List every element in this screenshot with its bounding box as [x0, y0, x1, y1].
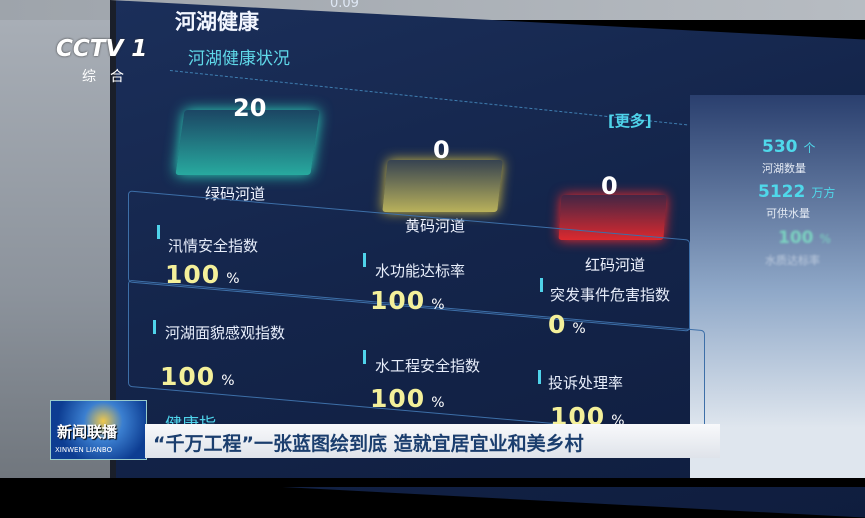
metric-value: 100%: [165, 260, 241, 289]
metric-label: 水功能达标率: [375, 262, 466, 280]
metric-marker: [540, 278, 543, 292]
metric-label: 水工程安全指数: [375, 357, 481, 375]
metric-value: 100%: [370, 384, 446, 413]
top-partial-text: 0.09: [330, 0, 359, 11]
headline-text: “千万工程”一张蓝图绘到底 造就宜居宜业和美乡村: [153, 433, 584, 455]
metric-label: 投诉处理率: [548, 374, 624, 392]
side-stat-label: 水质达标率: [765, 254, 820, 267]
metric-marker: [363, 253, 366, 267]
metric-value: 100%: [370, 286, 446, 315]
metric-marker: [153, 320, 156, 334]
program-logo-pinyin: XINWEN LIANBO: [55, 446, 113, 454]
headline-banner: “千万工程”一张蓝图绘到底 造就宜居宜业和美乡村: [145, 424, 720, 458]
yellow-code-icon: [382, 160, 503, 212]
page-title: 河湖健康: [175, 10, 259, 34]
red-code-label: 红码河道: [585, 256, 646, 274]
program-logo: 新闻联播 XINWEN LIANBO: [50, 400, 147, 460]
metric-marker: [363, 350, 366, 364]
metric-value: 0%: [548, 310, 587, 339]
more-link[interactable]: [更多]: [608, 112, 652, 130]
green-code-count: 20: [233, 94, 267, 122]
section-title: 河湖健康状况: [188, 49, 290, 69]
yellow-code-label: 黄码河道: [405, 217, 466, 235]
program-logo-text: 新闻联播: [57, 423, 118, 441]
letterbox-edge: [0, 478, 865, 487]
metric-value: 100%: [160, 362, 236, 391]
yellow-code-count: 0: [433, 136, 450, 164]
side-stat-value: 530 个: [762, 137, 816, 157]
side-stat-value: 5122 万方: [758, 182, 836, 202]
metric-marker: [538, 370, 541, 384]
green-code-label: 绿码河道: [205, 185, 266, 203]
metric-marker: [157, 225, 160, 239]
metric-label: 突发事件危害指数: [550, 286, 671, 304]
metric-label: 汛情安全指数: [168, 237, 259, 255]
channel-logo: CCTV 1: [56, 36, 148, 62]
side-stat-value: 100%: [778, 228, 831, 248]
channel-subtitle: 综合: [82, 69, 138, 85]
metric-label: 河湖面貌感观指数: [165, 324, 286, 342]
red-code-count: 0: [601, 172, 618, 200]
side-stat-label: 河湖数量: [762, 162, 806, 175]
side-stat-label: 可供水量: [766, 207, 810, 220]
map-panel: [690, 95, 865, 487]
